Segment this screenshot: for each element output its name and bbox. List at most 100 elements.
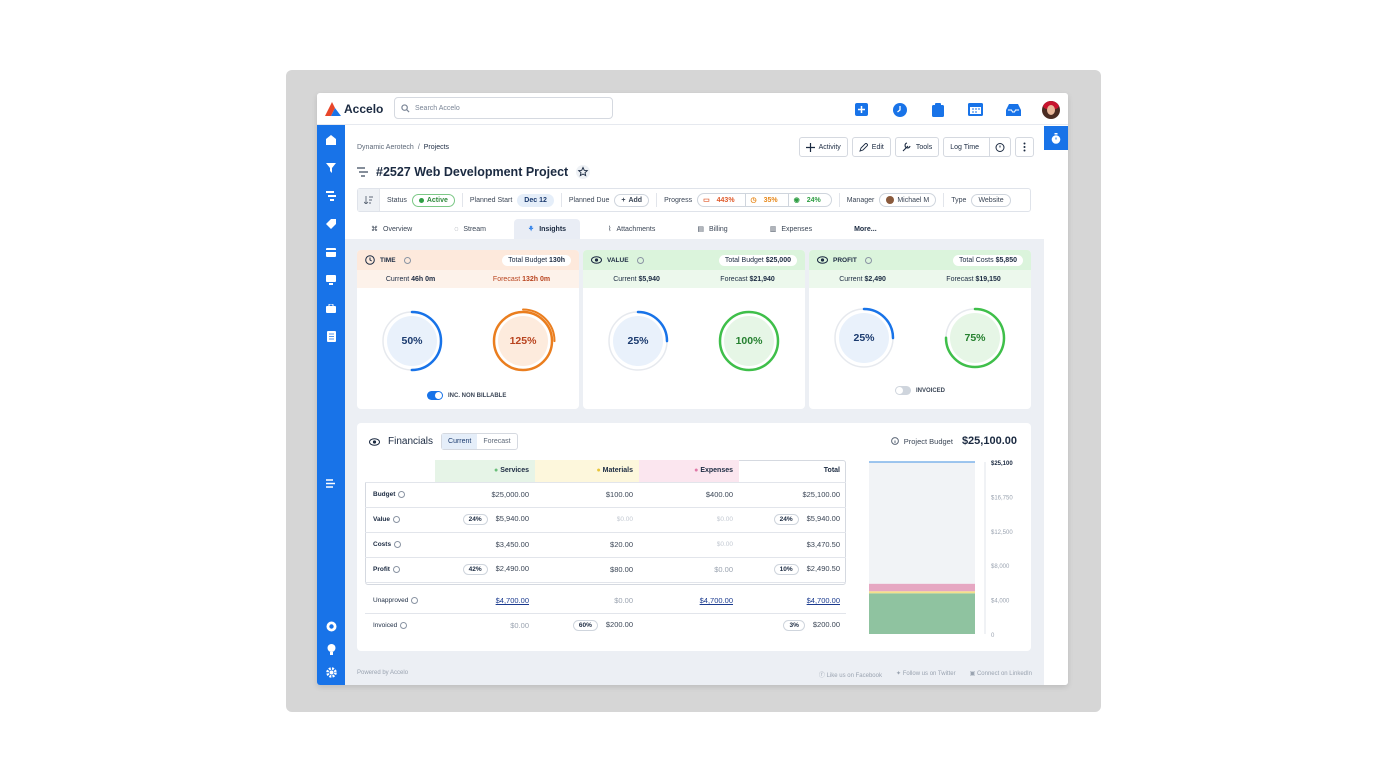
facebook-link[interactable]: ⓕ Like us on Facebook xyxy=(819,670,882,679)
ring-inner xyxy=(950,313,1000,363)
meta-manager: Manager Michael M xyxy=(840,193,945,207)
budget-total: $25,100.00 xyxy=(739,481,846,507)
projects-icon[interactable] xyxy=(325,190,337,202)
right-strip xyxy=(1044,125,1068,685)
bar-segment-remaining[interactable] xyxy=(869,462,975,584)
financials-panel: Financials Current Forecast Project Budg… xyxy=(357,423,1031,651)
row-label: Invoiced xyxy=(365,612,435,638)
info-icon[interactable] xyxy=(864,256,872,264)
linkedin-link[interactable]: ▣ Connect on LinkedIn xyxy=(970,670,1032,679)
value-expenses: $0.00 xyxy=(639,506,739,532)
activity-button[interactable]: Activity xyxy=(798,137,848,157)
tab-billing[interactable]: ▤ Billing xyxy=(683,219,741,239)
document-icon[interactable] xyxy=(325,330,337,342)
status-badge[interactable]: Active xyxy=(411,193,455,207)
log-time-button[interactable]: Log Time xyxy=(950,143,979,151)
edit-label: Edit xyxy=(871,143,884,151)
linkedin-icon: ▣ xyxy=(969,671,976,677)
twitter-link[interactable]: ✦ Follow us on Twitter xyxy=(896,670,956,679)
unapproved-services-link[interactable]: $4,700.00 xyxy=(435,581,535,613)
bar-segment-materials[interactable] xyxy=(869,591,975,594)
planned-due-add-button[interactable]: + Add xyxy=(614,193,650,207)
planned-due-add-label: Add xyxy=(628,196,643,204)
y-tick-label: $8,000 xyxy=(991,564,1010,570)
tab-overview[interactable]: ⌘ Overview xyxy=(357,219,426,239)
project-meta-bar: Status Active Planned Start Dec 12 Plann… xyxy=(357,188,1031,212)
info-icon[interactable] xyxy=(398,490,406,498)
tab-attachments[interactable]: ⌇ Attachments xyxy=(594,219,669,239)
tools-button[interactable]: Tools xyxy=(894,137,940,157)
progress-pills[interactable]: ▭ 443% ◷ 35% ◉ 24% xyxy=(697,193,832,207)
profit-expenses: $0.00 xyxy=(639,556,739,582)
info-icon[interactable] xyxy=(890,437,899,445)
non-billable-switch xyxy=(427,391,443,400)
planned-start-value[interactable]: Dec 12 xyxy=(517,193,554,207)
breadcrumb-projects[interactable]: Projects xyxy=(423,144,450,151)
billing-icon[interactable] xyxy=(325,246,337,258)
breadcrumb: Dynamic Aerotech / Projects xyxy=(357,144,449,151)
manager-pill[interactable]: Michael M xyxy=(879,193,937,207)
favorite-star-icon[interactable] xyxy=(576,165,591,179)
tab-stream[interactable]: ◌ Stream xyxy=(440,219,500,239)
help-icon[interactable] xyxy=(325,620,337,632)
info-icon[interactable] xyxy=(403,256,411,264)
progress-time: ◷ 35% xyxy=(746,194,789,206)
info-icon[interactable] xyxy=(400,622,408,630)
info-icon[interactable] xyxy=(392,515,400,523)
filter-icon[interactable] xyxy=(325,162,337,174)
type-value[interactable]: Website xyxy=(971,193,1011,207)
tab-more[interactable]: More... xyxy=(854,225,877,233)
bar-segment-services[interactable] xyxy=(869,593,975,634)
settings-icon[interactable] xyxy=(325,666,337,678)
inbox-icon[interactable] xyxy=(1004,100,1023,119)
powered-by: Powered by Accelo xyxy=(357,670,409,676)
stopwatch-button[interactable] xyxy=(989,138,1010,156)
info-icon[interactable] xyxy=(392,565,400,573)
info-icon[interactable] xyxy=(636,256,644,264)
briefcase-icon[interactable] xyxy=(325,302,337,314)
timer-button[interactable] xyxy=(1044,126,1068,150)
tab-expenses[interactable]: ▥ Expenses xyxy=(756,219,826,239)
time-card-label: TIME xyxy=(380,256,396,264)
ring-inner xyxy=(724,316,774,366)
unapproved-label: Unapproved xyxy=(373,597,409,605)
monitor-icon[interactable] xyxy=(325,274,337,286)
seg-forecast[interactable]: Forecast xyxy=(483,438,511,445)
add-icon[interactable] xyxy=(852,100,871,119)
accelo-logo[interactable]: Accelo xyxy=(325,101,383,117)
breadcrumb-company[interactable]: Dynamic Aerotech xyxy=(357,144,414,151)
app-name: Accelo xyxy=(344,102,384,116)
tab-insights[interactable]: ⚘ Insights xyxy=(513,219,581,239)
info-icon[interactable] xyxy=(394,540,402,548)
clock-icon[interactable] xyxy=(890,100,909,119)
page-title: #2527 Web Development Project xyxy=(376,165,569,179)
lightbulb-icon[interactable] xyxy=(325,643,337,655)
seg-current[interactable]: Current xyxy=(442,434,478,449)
costs-label: Costs xyxy=(373,541,392,549)
user-avatar[interactable] xyxy=(1042,100,1060,119)
invoiced-toggle[interactable]: INVOICED xyxy=(895,386,945,395)
value-forecast-label: Forecast xyxy=(720,275,748,283)
non-billable-toggle[interactable]: INC. NON BILLABLE xyxy=(427,391,506,400)
eye-icon xyxy=(817,256,828,264)
unapproved-total-link[interactable]: $4,700.00 xyxy=(739,581,846,613)
meta-sort-toggle[interactable] xyxy=(358,189,380,211)
dashboard-icon[interactable] xyxy=(325,134,337,146)
wrench-icon xyxy=(902,142,911,152)
edit-button[interactable]: Edit xyxy=(851,137,891,157)
unapproved-expenses-link[interactable]: $4,700.00 xyxy=(639,581,739,613)
profit-services: $2,490.00 xyxy=(495,564,529,573)
table-header-row: ● Services ● Materials ● Expenses Total xyxy=(365,460,846,482)
clipboard-icon[interactable] xyxy=(928,100,947,119)
info-icon[interactable] xyxy=(411,596,419,604)
tag-icon[interactable] xyxy=(325,218,337,230)
more-options-button[interactable] xyxy=(1015,137,1034,157)
bar-segment-expenses[interactable] xyxy=(869,583,975,592)
value-services: $5,940.00 xyxy=(495,514,529,523)
expand-menu-icon[interactable] xyxy=(325,477,337,489)
search-input[interactable]: Search Accelo xyxy=(394,97,613,119)
calendar-icon[interactable] xyxy=(966,100,985,119)
profit-current-ring-label: 25% xyxy=(853,332,875,344)
invoiced-label: INVOICED xyxy=(916,387,946,394)
time-forecast-value: 132h 0m xyxy=(522,275,551,283)
